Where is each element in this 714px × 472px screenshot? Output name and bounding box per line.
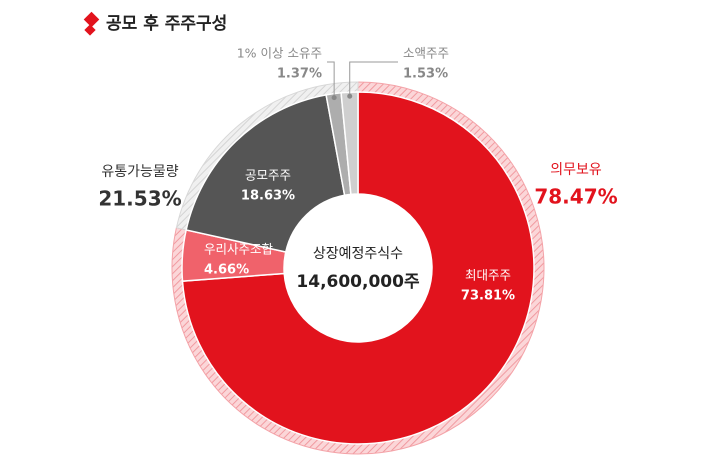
segment-value: 4.66%: [204, 263, 249, 278]
segment-name: 소액주주: [403, 46, 449, 61]
group-name: 의무보유: [550, 162, 602, 178]
leader-line: [327, 61, 335, 98]
segment-name: 최대주주: [465, 268, 511, 283]
center-hole: [284, 194, 432, 342]
leader-dot: [331, 95, 337, 101]
leader-line: [349, 61, 398, 97]
segment-value: 1.53%: [403, 67, 448, 82]
title-icon: [83, 11, 100, 36]
segment-value: 1.37%: [277, 67, 322, 82]
segment-value: 18.63%: [241, 189, 295, 204]
segment-name: 우리사주조합: [204, 242, 274, 257]
segment-name: 공모주주: [245, 168, 291, 183]
group-value: 21.53%: [98, 187, 181, 211]
segment-name: 1% 이상 소유주: [237, 46, 322, 61]
group-value: 78.47%: [534, 185, 617, 209]
center-title: 상장예정주식수: [313, 246, 403, 262]
group-name: 유통가능물량: [101, 164, 178, 180]
center-value: 14,600,000주: [296, 272, 420, 292]
chart-title: 공모 후 주주구성: [106, 13, 227, 34]
segment-value: 73.81%: [461, 289, 515, 304]
leader-dot: [347, 93, 353, 99]
